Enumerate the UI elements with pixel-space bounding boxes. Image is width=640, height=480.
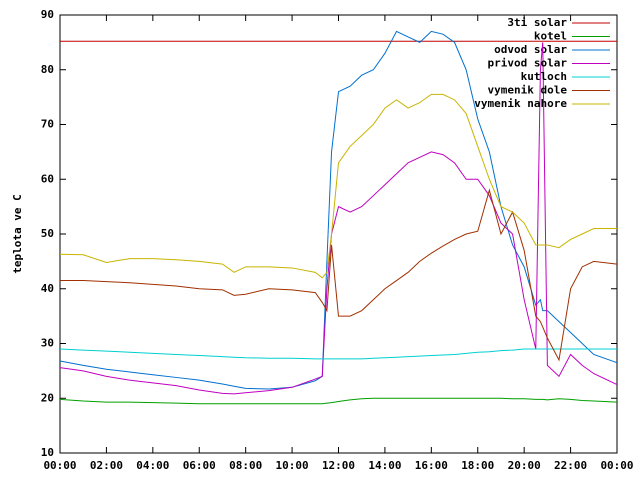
legend-label: privod solar [488,57,568,70]
y-tick-label: 50 [41,227,54,240]
x-tick-label: 02:00 [90,459,123,472]
x-tick-label: 20:00 [508,459,541,472]
y-tick-label: 10 [41,446,54,459]
series-line [59,93,617,279]
series-line [60,188,618,362]
y-tick-label: 30 [41,337,54,350]
legend-label: vymenik nahore [474,97,567,110]
legend-label: 3ti solar [507,16,567,29]
y-axis-label: teplota ve C [11,194,24,273]
series-line [59,348,617,360]
x-tick-label: 08:00 [229,459,262,472]
series-line [59,42,618,395]
series-line [59,397,618,405]
x-tick-label: 12:00 [322,459,355,472]
legend-label: kotel [534,30,567,43]
legend-label: kutloch [521,70,567,83]
y-tick-label: 60 [41,172,54,185]
legend-label: vymenik dole [488,84,568,97]
y-tick-label: 20 [41,391,54,404]
x-tick-label: 22:00 [554,459,587,472]
y-tick-label: 40 [41,282,54,295]
legend-label: odvod solar [494,43,567,56]
x-tick-label: 00:00 [600,459,633,472]
x-tick-label: 06:00 [183,459,216,472]
x-tick-label: 18:00 [461,459,494,472]
x-tick-label: 04:00 [136,459,169,472]
y-tick-label: 80 [41,63,54,76]
y-tick-label: 90 [41,8,54,21]
series-line [59,30,618,390]
y-tick-label: 70 [41,118,54,131]
x-tick-label: 14:00 [368,459,401,472]
x-tick-label: 16:00 [415,459,448,472]
x-tick-label: 10:00 [276,459,309,472]
x-tick-label: 00:00 [43,459,76,472]
